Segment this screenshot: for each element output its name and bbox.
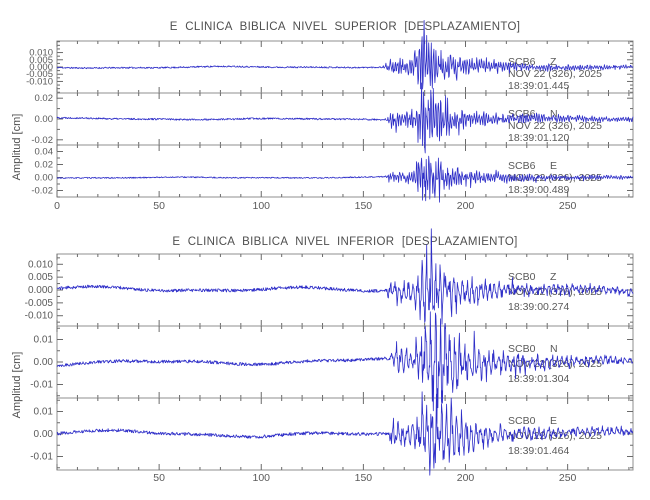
axis-ticks (56, 93, 633, 145)
station-label: SCB0 E (508, 415, 557, 427)
x-tick-label: 250 (559, 472, 577, 484)
y-tick-label: -0.010 (25, 311, 54, 322)
waveform-trace (56, 228, 634, 325)
y-tick-label: 0.01 (34, 407, 54, 418)
time-label: 18:39:01.304 (508, 373, 569, 385)
x-tick-label: 250 (559, 200, 577, 212)
y-tick-label: 0.04 (35, 147, 54, 158)
y-tick-label: -0.01 (30, 380, 53, 391)
date-label: NOV 22 (326), 2025 (508, 120, 602, 132)
x-tick-label: 0 (54, 200, 60, 212)
y-tick-label: -0.010 (26, 76, 53, 87)
y-tick-label: 0.02 (35, 93, 54, 104)
y-tick-label: 0.005 (28, 272, 53, 283)
panel-superior-title: E CLINICA BIBLICA NIVEL SUPERIOR [DESPLA… (169, 21, 521, 33)
y-tick-label: -0.005 (26, 69, 53, 80)
axis-ticks (56, 326, 633, 398)
waveform-trace (56, 155, 634, 203)
y-tick-label: 0.00 (34, 429, 54, 440)
axis-ticks (56, 144, 633, 198)
x-tick-label: 100 (252, 200, 270, 212)
date-label: NOV 22 (326), 2025 (508, 68, 602, 80)
y-tick-label: 0.02 (35, 160, 54, 171)
x-tick-label: 200 (457, 200, 475, 212)
y-tick-label: -0.01 (30, 452, 53, 463)
waveform-trace (56, 391, 634, 476)
waveform-trace (56, 82, 634, 154)
time-label: 18:39:01.120 (508, 132, 569, 144)
y-tick-label: 0.00 (35, 173, 54, 184)
waveform-trace (56, 311, 633, 424)
y-tick-label: 0.000 (28, 285, 53, 296)
time-label: 18:39:00.274 (508, 301, 569, 313)
axis-ticks (56, 398, 633, 470)
time-label: 18:39:01.445 (508, 80, 569, 92)
y-tick-label: 0.000 (29, 62, 53, 73)
x-tick-label: 150 (355, 472, 373, 484)
y-tick-label: 0.00 (35, 114, 54, 125)
station-label: SCB6 E (508, 160, 557, 172)
axis-ticks (56, 254, 633, 326)
y-tick-label: 0.010 (29, 48, 53, 59)
y-tick-label: 0.010 (28, 259, 53, 270)
time-label: 18:39:00.489 (508, 184, 569, 196)
y-tick-label: -0.02 (31, 186, 53, 197)
x-tick-label: 150 (355, 200, 373, 212)
y-tick-label: -0.02 (31, 135, 53, 146)
y-tick-label: 0.00 (34, 357, 54, 368)
y-tick-label: 0.005 (29, 55, 53, 66)
x-tick-label: 50 (153, 200, 165, 212)
station-label: SCB0 N (508, 343, 558, 355)
x-tick-label: 50 (153, 472, 165, 484)
x-tick-label: 100 (252, 472, 270, 484)
station-label: SCB6 N (508, 108, 558, 120)
x-tick-label: 200 (457, 472, 475, 484)
y-tick-label: 0.01 (34, 335, 54, 346)
station-label: SCB0 Z (508, 271, 557, 283)
y-tick-label: -0.005 (25, 298, 54, 309)
waveform-trace (56, 19, 634, 90)
time-label: 18:39:01.464 (508, 445, 569, 457)
